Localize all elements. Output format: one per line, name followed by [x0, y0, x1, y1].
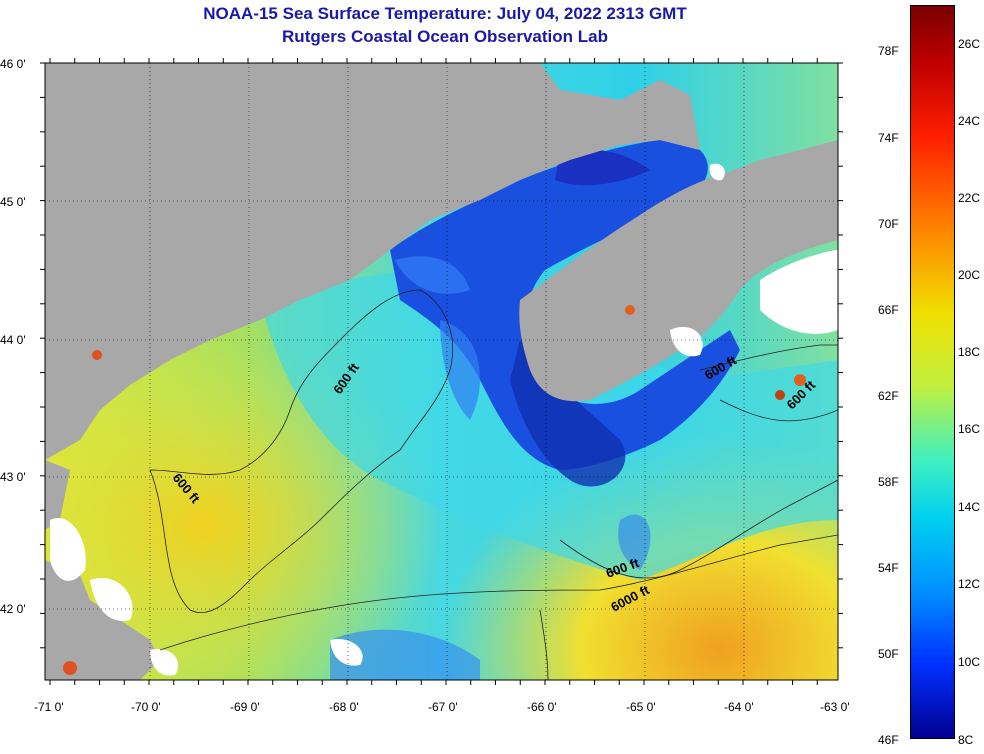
colorbar-f-label: 50F [878, 647, 899, 661]
colorbar-c-label: 10C [958, 655, 981, 669]
longitude-label: -63 0' [820, 700, 850, 714]
longitude-label: -70 0' [131, 700, 161, 714]
colorbar-f-label: 70F [878, 217, 899, 231]
colorbar-f-label: 78F [878, 44, 899, 58]
colorbar-c-label: 26C [958, 37, 981, 51]
longitude-label: -68 0' [329, 700, 359, 714]
latitude-label: 46 0' [0, 57, 26, 71]
latitude-label: 45 0' [0, 195, 26, 209]
colorbar-c-label: 24C [958, 114, 981, 128]
longitude-label: -65 0' [626, 700, 656, 714]
colorbar-f-label: 58F [878, 475, 899, 489]
land-new-england [45, 63, 700, 460]
colorbar-f-label: 54F [878, 561, 899, 575]
colorbar-f-label: 74F [878, 131, 899, 145]
colorbar-c-label: 12C [958, 577, 981, 591]
colorbar-c-label: 8C [958, 733, 974, 747]
bathymetry-contours [149, 289, 838, 680]
colorbar-f-label: 66F [878, 303, 899, 317]
longitude-label: -69 0' [230, 700, 260, 714]
cold-water-plume [390, 140, 740, 470]
latitude-label: 44 0' [0, 333, 26, 347]
colorbar-f-label: 62F [878, 389, 899, 403]
land-massachusetts [45, 560, 160, 680]
map-title: NOAA-15 Sea Surface Temperature: July 04… [203, 4, 687, 23]
colorbar-c-label: 18C [958, 345, 981, 359]
longitude-label: -67 0' [428, 700, 458, 714]
cloud-patch [50, 518, 86, 581]
land-nova-scotia [519, 140, 838, 402]
colorbar-c-label: 22C [958, 191, 981, 205]
colorbar-c-label: 16C [958, 422, 981, 436]
map-subtitle: Rutgers Coastal Ocean Observation Lab [282, 27, 608, 46]
colorbar-c-label: 14C [958, 500, 981, 514]
longitude-label: -71 0' [34, 700, 64, 714]
colorbar-f-label: 46F [878, 733, 899, 747]
latitude-label: 42 0' [0, 602, 26, 616]
colorbar-c-label: 20C [958, 268, 981, 282]
latitude-label: 43 0' [0, 470, 26, 484]
temperature-colorbar [910, 5, 955, 739]
longitude-label: -64 0' [724, 700, 754, 714]
longitude-label: -66 0' [527, 700, 557, 714]
